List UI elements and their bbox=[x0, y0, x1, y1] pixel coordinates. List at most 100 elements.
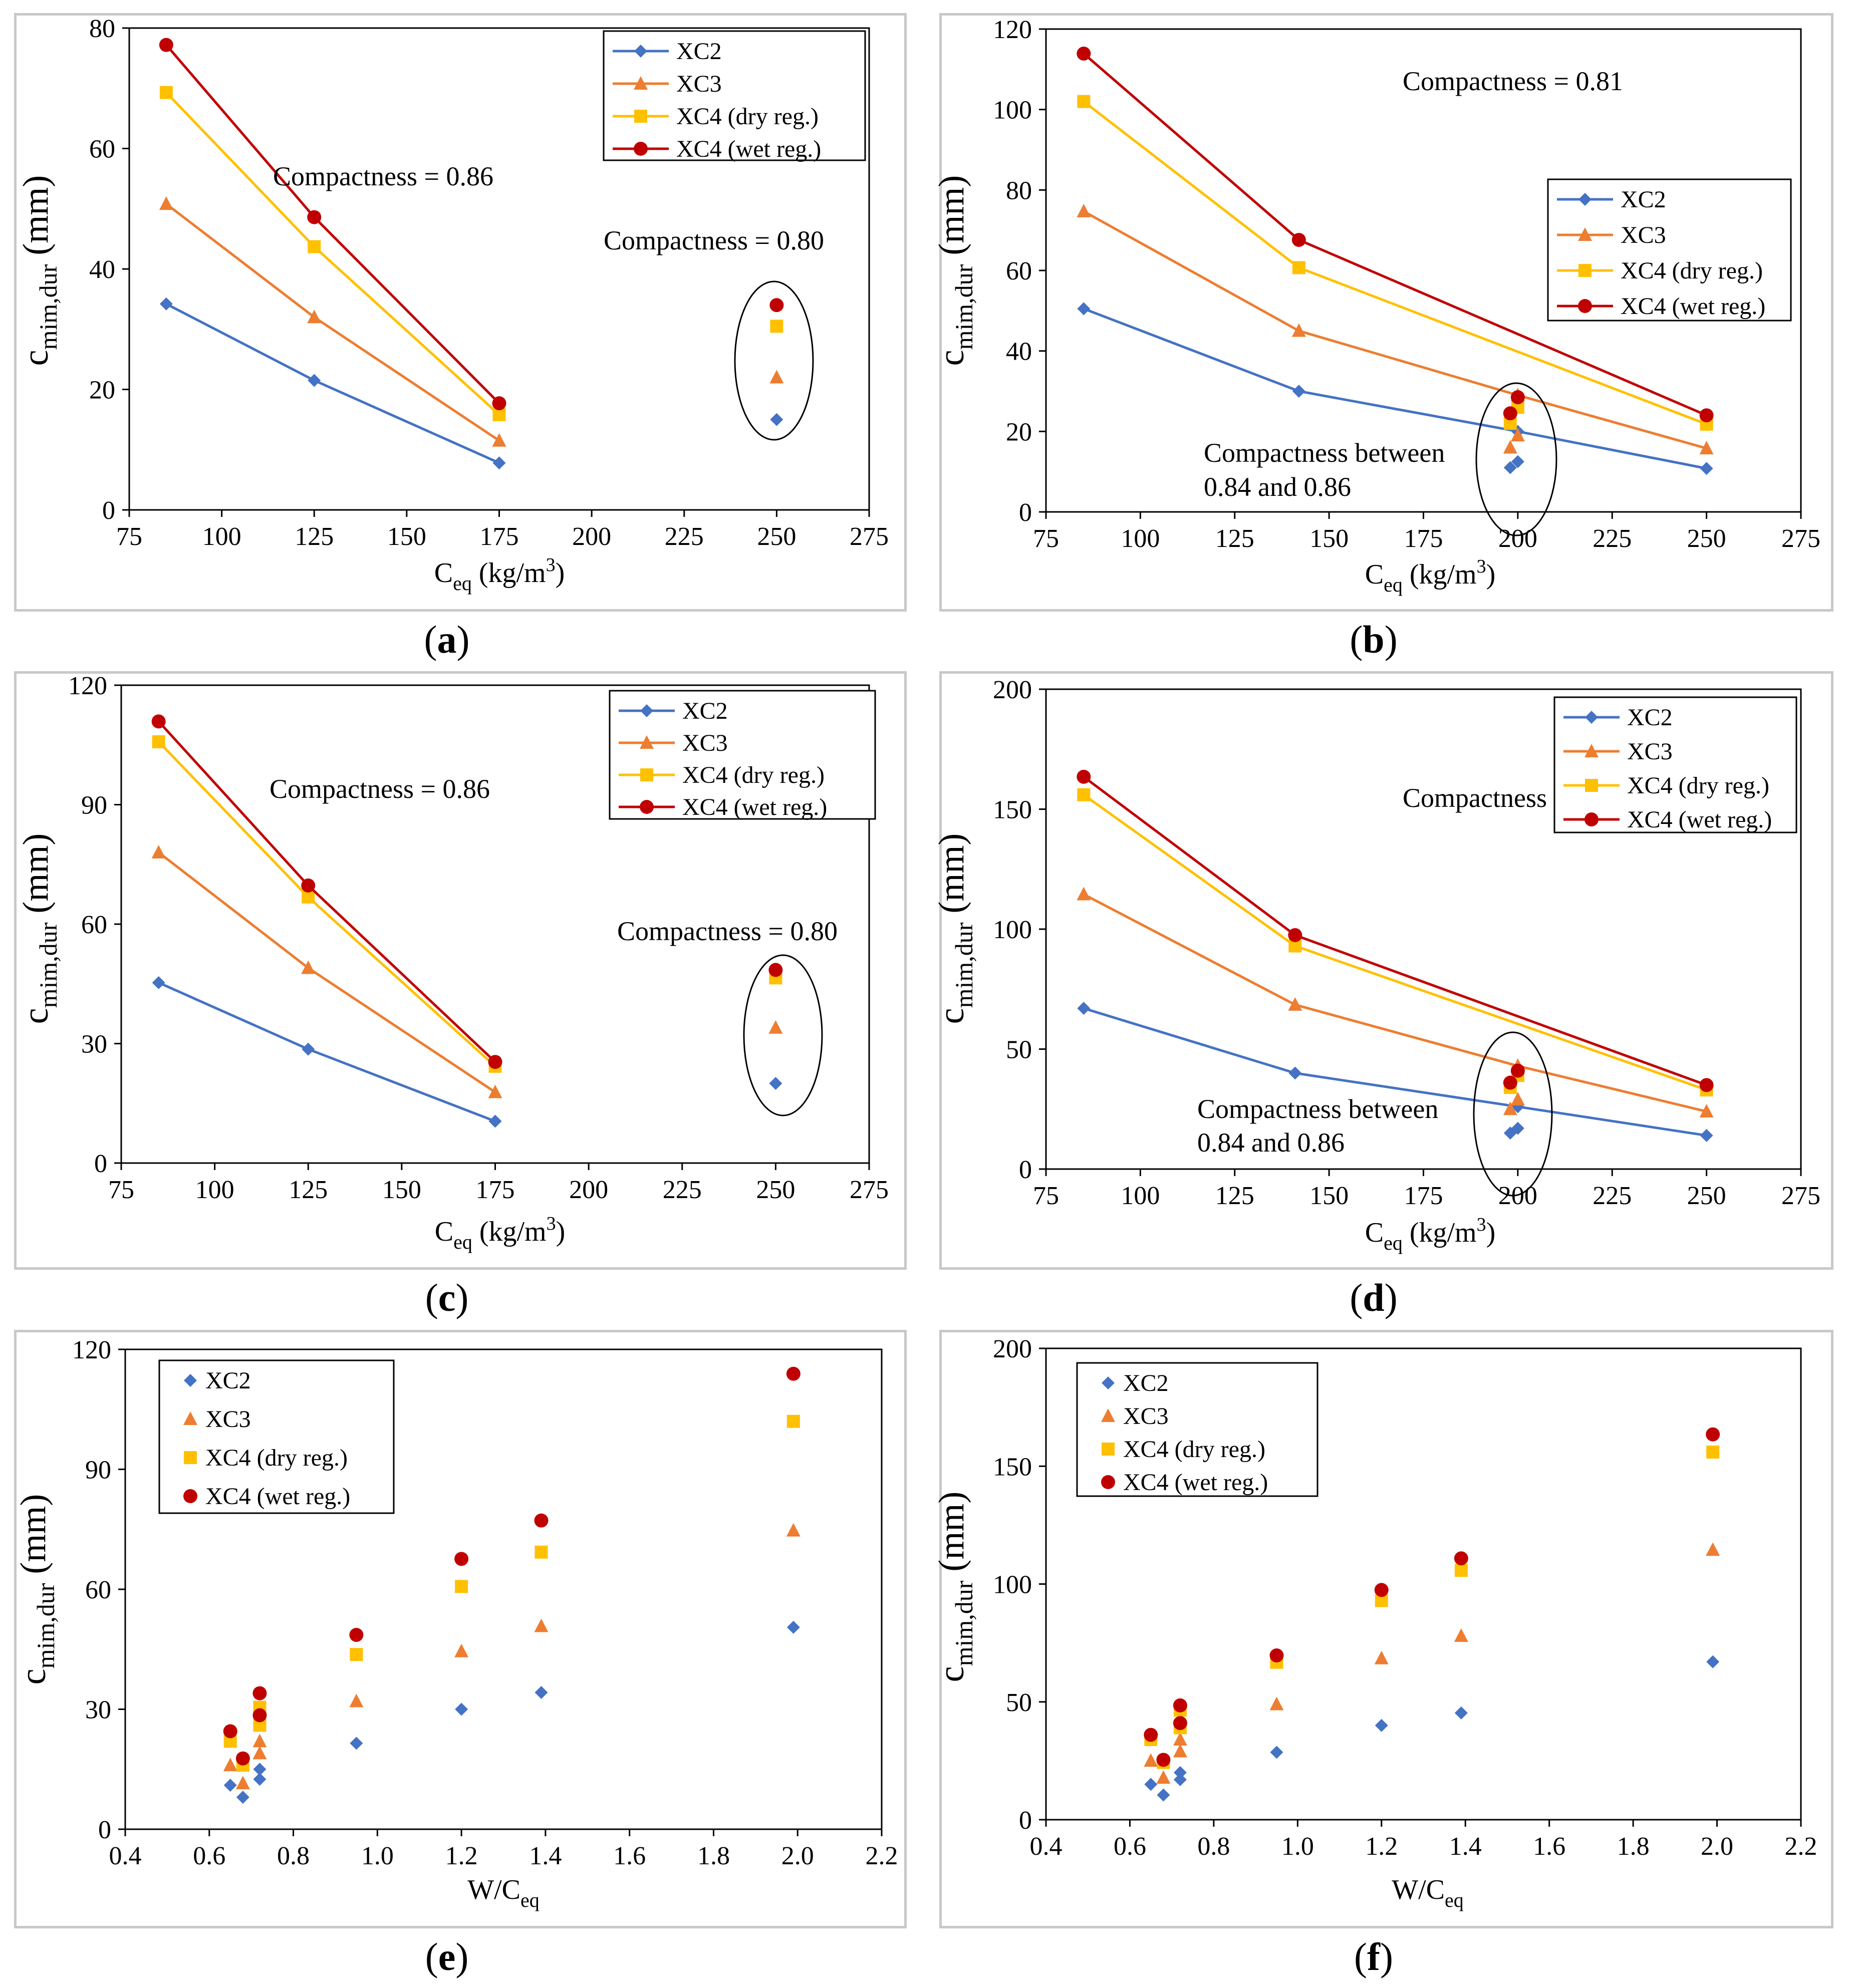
x-tick-label: 75 bbox=[1033, 1182, 1059, 1210]
data-point-xc4-wet-reg- bbox=[1503, 406, 1517, 421]
legend-label: XC2 bbox=[1627, 704, 1673, 731]
data-point-xc3 bbox=[252, 1746, 267, 1760]
data-point-xc2 bbox=[1700, 1128, 1713, 1142]
data-point-xc4-wet-reg- bbox=[1510, 390, 1525, 405]
caption-d: (d) bbox=[1350, 1276, 1398, 1319]
legend-box bbox=[609, 690, 876, 820]
data-point-xc4-dry-reg- bbox=[152, 735, 165, 748]
data-point-xc3 bbox=[1503, 440, 1517, 454]
data-point-xc4-wet-reg- bbox=[1503, 1075, 1517, 1090]
data-point-xc3 bbox=[1374, 1650, 1389, 1664]
data-point-xc2 bbox=[769, 1077, 782, 1090]
x-axis-label-close: ) bbox=[556, 1216, 566, 1247]
x-axis-label: W/Ceq bbox=[467, 1874, 540, 1911]
y-tick-label: 60 bbox=[1006, 257, 1032, 286]
legend-marker bbox=[634, 45, 647, 58]
data-point-xc4-wet-reg- bbox=[1454, 1551, 1468, 1566]
x-tick-label: 175 bbox=[1404, 524, 1443, 553]
x-tick-label: 1.2 bbox=[445, 1842, 478, 1870]
x-tick-label: 2.0 bbox=[1701, 1832, 1733, 1861]
x-axis-label-close: ) bbox=[1486, 559, 1496, 590]
x-tick-label: 1.2 bbox=[1365, 1832, 1398, 1861]
y-tick-label: 200 bbox=[993, 676, 1032, 704]
legend-marker bbox=[1578, 264, 1592, 277]
x-tick-label: 275 bbox=[850, 522, 889, 551]
x-tick-label: 225 bbox=[1593, 1182, 1632, 1210]
y-tick-label: 50 bbox=[1006, 1036, 1032, 1064]
series-line-xc3 bbox=[165, 203, 500, 442]
data-point-xc2 bbox=[1700, 462, 1713, 475]
x-tick-label: 125 bbox=[289, 1176, 328, 1204]
x-tick-label: 225 bbox=[665, 522, 704, 551]
x-tick-label: 0.8 bbox=[277, 1842, 310, 1870]
x-axis-label-sup: 3 bbox=[547, 1213, 556, 1234]
data-point-xc3 bbox=[159, 196, 173, 210]
data-point-xc2 bbox=[1270, 1746, 1283, 1759]
y-tick-label: 80 bbox=[89, 15, 115, 43]
x-axis-label-sup: 3 bbox=[546, 554, 556, 576]
data-point-xc4-wet-reg- bbox=[235, 1751, 250, 1766]
x-tick-label: 1.0 bbox=[1281, 1832, 1314, 1861]
y-axis-label-sub: mim,dur bbox=[34, 264, 62, 350]
x-tick-label: 0.8 bbox=[1197, 1832, 1230, 1861]
x-tick-label: 1.8 bbox=[1617, 1832, 1650, 1861]
data-point-xc4-wet-reg- bbox=[159, 38, 173, 52]
data-point-xc2 bbox=[1173, 1773, 1187, 1787]
series-line-xc3 bbox=[1083, 893, 1707, 1113]
chart-a: 75 100 125 150 175 200 225 250 275 0 20 40 60 80 Compa… bbox=[16, 15, 889, 595]
x-axis-label-main: W/C bbox=[1392, 1874, 1445, 1905]
x-axis-label: Ceq (kg/m3) bbox=[1365, 556, 1496, 596]
chart-f: 0.4 0.6 0.8 1.0 1.2 1.4 1.6 1.8 2.0 2.2 0 50 100 150 2… bbox=[931, 1335, 1817, 1911]
series-line-xc2 bbox=[158, 981, 496, 1122]
series-line-xc2 bbox=[1083, 1007, 1707, 1137]
x-axis-label-sub: eq bbox=[1384, 574, 1403, 596]
x-axis-label-sub: eq bbox=[453, 572, 472, 595]
data-point-xc2 bbox=[1157, 1788, 1170, 1802]
y-axis-label-main: c bbox=[931, 350, 971, 366]
x-tick-label: 100 bbox=[202, 522, 241, 551]
data-point-xc3 bbox=[1156, 1770, 1171, 1784]
data-point-xc2 bbox=[1292, 385, 1305, 398]
data-point-xc4-wet-reg- bbox=[1699, 408, 1714, 423]
data-point-xc4-wet-reg- bbox=[252, 1708, 267, 1723]
data-point-xc3 bbox=[768, 1020, 783, 1034]
y-axis-label-unit: (mm) bbox=[931, 833, 971, 923]
legend-label: XC4 (wet reg.) bbox=[682, 794, 827, 820]
x-tick-label: 275 bbox=[1781, 524, 1820, 553]
legend-label: XC3 bbox=[1627, 738, 1673, 765]
x-tick-label: 225 bbox=[663, 1176, 702, 1204]
legend-label: XC3 bbox=[1621, 222, 1666, 248]
y-axis-label-text: cmim,dur (mm) bbox=[931, 833, 978, 1024]
data-point-xc3 bbox=[1699, 441, 1714, 455]
data-point-xc2 bbox=[253, 1773, 267, 1786]
caption-a: (a) bbox=[424, 618, 470, 661]
legend-label: XC2 bbox=[205, 1367, 251, 1394]
x-axis-label-main: C bbox=[434, 557, 453, 589]
legend-marker bbox=[1578, 193, 1592, 206]
x-axis-label-close: ) bbox=[556, 557, 565, 589]
y-tick-label: 120 bbox=[68, 672, 107, 700]
legend-marker bbox=[183, 1489, 197, 1503]
data-point-xc3 bbox=[534, 1618, 549, 1632]
data-point-xc4-wet-reg- bbox=[151, 714, 166, 729]
y-tick-label: 120 bbox=[72, 1336, 111, 1364]
legend-label: XC3 bbox=[205, 1406, 251, 1433]
annotation-text: 0.84 and 0.86 bbox=[1204, 472, 1351, 502]
legend-label: XC4 (wet reg.) bbox=[205, 1483, 350, 1510]
data-point-xc3 bbox=[1077, 203, 1091, 217]
data-point-xc3 bbox=[1173, 1732, 1187, 1746]
data-point-xc4-wet-reg- bbox=[1173, 1698, 1187, 1713]
x-tick-label: 125 bbox=[295, 522, 334, 551]
legend-marker bbox=[184, 1374, 197, 1387]
data-point-xc2 bbox=[455, 1702, 468, 1716]
legend-label: XC4 (dry reg.) bbox=[676, 103, 819, 130]
x-tick-label: 0.6 bbox=[1114, 1832, 1146, 1861]
legend-box bbox=[603, 30, 866, 161]
x-tick-label: 175 bbox=[476, 1176, 515, 1204]
x-tick-label: 250 bbox=[757, 522, 796, 551]
x-axis-label-unit: (kg/m bbox=[1403, 1217, 1477, 1248]
legend-label: XC2 bbox=[682, 698, 728, 724]
legend-marker bbox=[1101, 1475, 1115, 1489]
legend-box bbox=[158, 1359, 395, 1514]
data-point-xc3 bbox=[1454, 1628, 1468, 1642]
